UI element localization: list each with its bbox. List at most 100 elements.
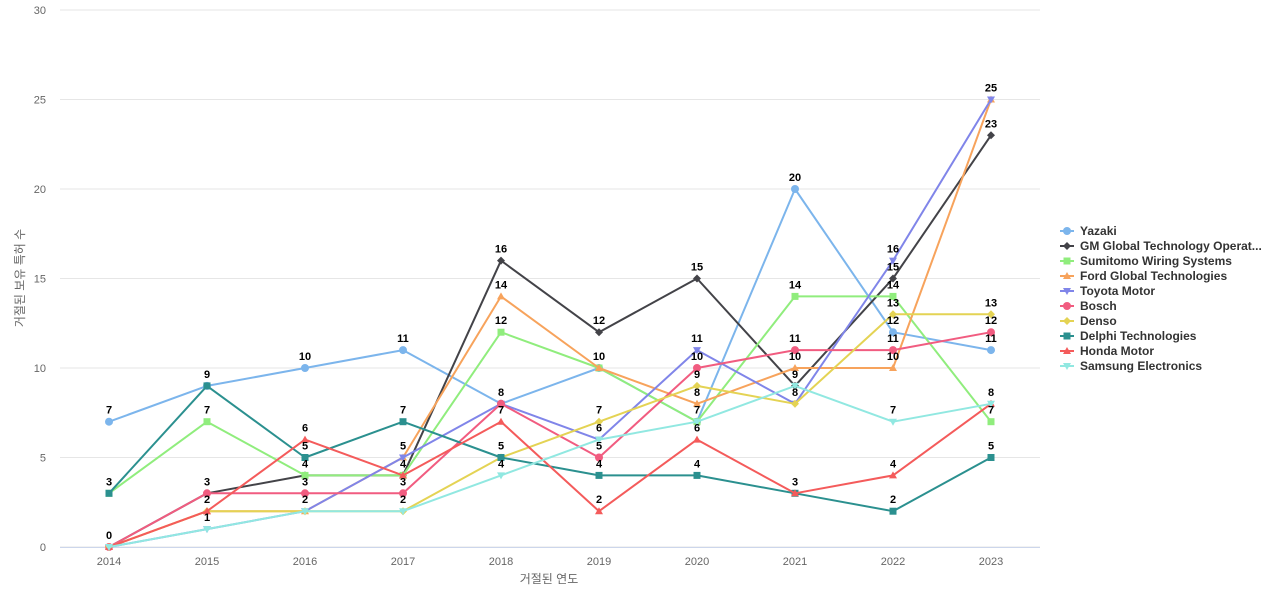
data-point[interactable] [693, 274, 701, 283]
data-point[interactable] [301, 489, 309, 498]
x-tick-label: 2016 [293, 556, 317, 568]
data-point[interactable] [889, 507, 897, 515]
data-point[interactable] [497, 472, 505, 480]
data-point[interactable] [693, 381, 701, 390]
data-point[interactable] [889, 274, 897, 283]
data-point[interactable] [693, 418, 701, 426]
legend-item[interactable]: Delphi Technologies [1060, 329, 1197, 343]
series-line [108, 295, 992, 495]
data-point[interactable] [399, 489, 407, 498]
legend-item[interactable]: Bosch [1060, 299, 1117, 313]
data-point[interactable] [301, 364, 309, 372]
data-point[interactable] [399, 508, 407, 516]
data-point[interactable] [791, 382, 799, 390]
data-point[interactable] [791, 292, 799, 300]
x-tick-label: 2023 [979, 556, 1003, 568]
data-point[interactable] [987, 310, 995, 319]
data-point[interactable] [595, 453, 603, 462]
data-label: 10 [789, 351, 801, 363]
data-label: 4 [596, 458, 603, 470]
data-point[interactable] [399, 418, 407, 426]
data-point[interactable] [301, 471, 309, 479]
data-point[interactable] [105, 417, 113, 426]
legend-item[interactable]: Yazaki [1060, 224, 1117, 238]
data-point[interactable] [987, 328, 995, 337]
data-point[interactable] [399, 454, 407, 462]
data-point[interactable] [791, 399, 799, 408]
data-label: 4 [890, 458, 897, 470]
data-point[interactable] [693, 471, 701, 479]
data-point[interactable] [497, 454, 505, 461]
data-label: 7 [694, 405, 700, 417]
data-label: 7 [988, 405, 994, 417]
data-point[interactable] [889, 418, 897, 426]
legend-item[interactable]: GM Global Technology Operat... [1060, 239, 1262, 253]
x-tick-label: 2020 [685, 556, 709, 568]
y-tick-label: 30 [34, 5, 46, 17]
data-label: 12 [495, 315, 507, 327]
legend-item[interactable]: Toyota Motor [1060, 284, 1155, 298]
y-tick-label: 25 [34, 95, 46, 107]
legend-item[interactable]: Denso [1060, 314, 1117, 328]
data-point[interactable] [791, 185, 799, 193]
data-point[interactable] [791, 364, 799, 371]
data-point[interactable] [203, 418, 211, 426]
legend-item[interactable]: Ford Global Technologies [1060, 269, 1227, 283]
legend-item[interactable]: Samsung Electronics [1060, 359, 1202, 373]
data-point[interactable] [301, 454, 309, 461]
data-point[interactable] [301, 508, 309, 516]
data-point[interactable] [987, 400, 995, 408]
data-label: 9 [694, 369, 700, 381]
data-point[interactable] [987, 454, 995, 461]
data-point[interactable] [203, 382, 211, 390]
data-point[interactable] [595, 507, 603, 515]
data-point[interactable] [497, 328, 505, 336]
data-point[interactable] [399, 346, 407, 355]
data-point[interactable] [497, 256, 505, 265]
data-point[interactable] [203, 489, 211, 498]
data-point[interactable] [497, 417, 505, 425]
data-point[interactable] [497, 399, 505, 408]
legend-item[interactable]: Sumitomo Wiring Systems [1060, 254, 1232, 268]
data-point[interactable] [595, 364, 603, 371]
data-point[interactable] [889, 471, 897, 479]
data-point[interactable] [693, 364, 701, 372]
data-point[interactable] [987, 96, 995, 104]
legend-label: GM Global Technology Operat... [1080, 239, 1262, 253]
data-point[interactable] [595, 328, 603, 337]
data-point[interactable] [105, 544, 113, 551]
data-point[interactable] [301, 435, 309, 443]
data-point[interactable] [203, 526, 211, 534]
data-point[interactable] [595, 436, 603, 444]
data-point[interactable] [791, 346, 799, 355]
data-point[interactable] [889, 328, 897, 337]
data-point[interactable] [987, 131, 995, 140]
data-point[interactable] [987, 346, 995, 355]
data-point[interactable] [889, 257, 897, 265]
data-label: 3 [400, 476, 406, 488]
data-point[interactable] [889, 310, 897, 319]
x-tick-label: 2019 [587, 556, 611, 568]
legend-marker [1063, 227, 1071, 235]
data-point[interactable] [889, 364, 897, 371]
data-point[interactable] [497, 292, 505, 300]
data-point[interactable] [203, 507, 211, 515]
data-point[interactable] [791, 489, 799, 497]
legend-marker [1063, 242, 1071, 250]
data-point[interactable] [889, 346, 897, 355]
data-point[interactable] [693, 435, 701, 443]
data-label: 13 [887, 297, 899, 309]
data-point[interactable] [595, 471, 603, 479]
x-tick-label: 2018 [489, 556, 513, 568]
data-point[interactable] [693, 347, 701, 355]
data-point[interactable] [105, 489, 113, 497]
legend-item[interactable]: Honda Motor [1060, 344, 1154, 358]
data-point[interactable] [987, 418, 995, 426]
data-label: 6 [596, 423, 602, 435]
data-point[interactable] [693, 399, 701, 407]
data-point[interactable] [595, 417, 603, 426]
data-label: 4 [498, 458, 505, 470]
data-point[interactable] [889, 292, 897, 300]
data-point[interactable] [399, 471, 407, 479]
